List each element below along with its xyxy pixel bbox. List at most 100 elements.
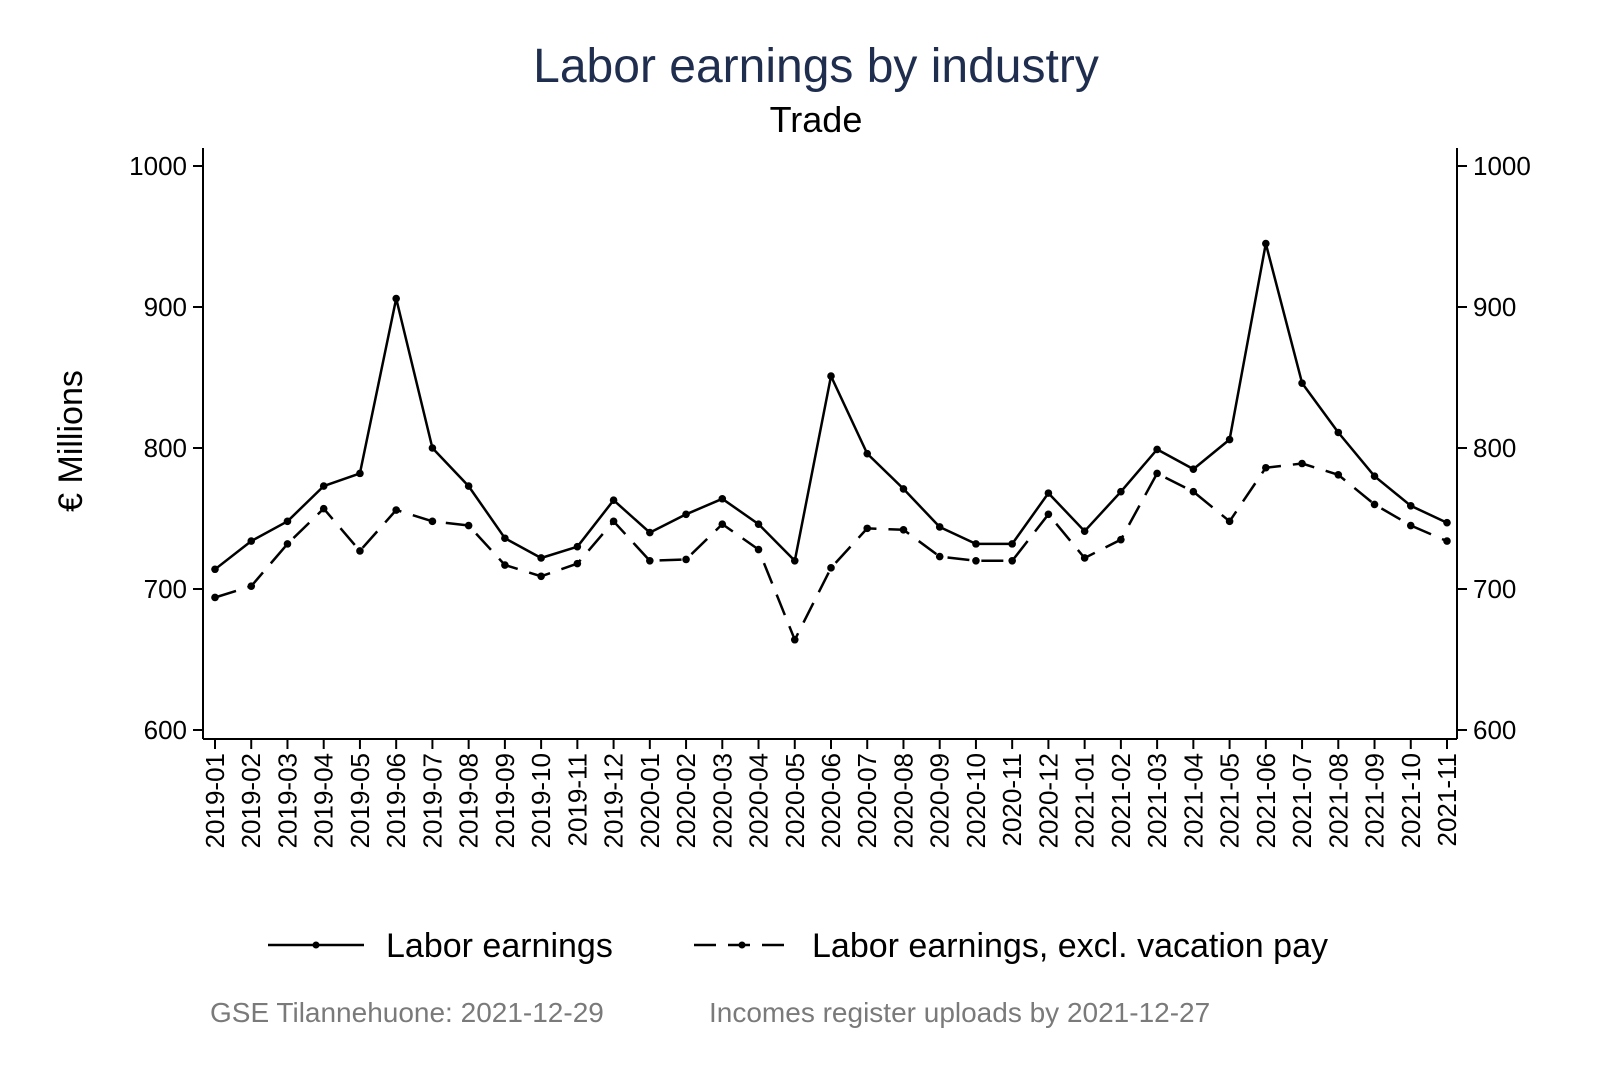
x-tick-label: 2020-02 <box>671 753 701 848</box>
x-tick-label: 2019-05 <box>345 753 375 848</box>
data-point-excl-vacation-pay <box>392 506 400 514</box>
y-tick-label-right: 900 <box>1473 292 1516 322</box>
data-point-labor-earnings <box>790 557 799 565</box>
data-point-excl-vacation-pay <box>1298 459 1306 468</box>
legend-label-excl-vacation-pay: Labor earnings, excl. vacation pay <box>812 927 1328 965</box>
x-tick-label: 2019-11 <box>562 753 592 847</box>
data-point-excl-vacation-pay <box>1406 521 1415 530</box>
data-point-labor-earnings <box>501 534 509 543</box>
x-tick-label: 2021-07 <box>1287 753 1317 848</box>
data-point-labor-earnings <box>899 485 908 493</box>
data-point-labor-earnings <box>1406 502 1415 510</box>
data-point-labor-earnings <box>464 482 473 490</box>
data-point-labor-earnings <box>1443 518 1451 527</box>
data-point-labor-earnings <box>827 372 835 380</box>
data-point-excl-vacation-pay <box>573 559 582 568</box>
legend: Labor earnings Labor earnings, excl. vac… <box>268 927 1328 965</box>
x-tick-label: 2019-02 <box>236 753 266 848</box>
data-point-labor-earnings <box>283 517 292 526</box>
data-point-labor-earnings <box>1225 435 1234 444</box>
x-tick-label: 2020-03 <box>707 753 737 848</box>
legend-marker <box>738 941 746 949</box>
data-point-labor-earnings <box>319 482 328 490</box>
legend-item-labor-earnings-excl-vacation-pay: Labor earnings, excl. vacation pay <box>694 927 1328 965</box>
x-tick-label: 2021-09 <box>1360 753 1390 848</box>
x-tick-label: 2019-03 <box>272 753 302 848</box>
x-tick-label: 2020-07 <box>852 753 882 848</box>
data-point-labor-earnings <box>573 542 582 551</box>
data-point-excl-vacation-pay <box>1044 510 1053 519</box>
data-point-labor-earnings <box>1370 472 1379 481</box>
data-point-excl-vacation-pay <box>827 564 835 572</box>
chart-title: Labor earnings by industry <box>533 40 1099 93</box>
legend-marker <box>312 941 320 949</box>
data-point-labor-earnings <box>392 294 400 303</box>
x-tick-label: 2019-04 <box>309 753 339 848</box>
data-point-excl-vacation-pay <box>1189 487 1198 496</box>
footer-upload-date: Incomes register uploads by 2021-12-27 <box>709 997 1210 1028</box>
data-point-labor-earnings <box>682 510 690 519</box>
x-tick-label: 2021-10 <box>1396 753 1426 848</box>
x-tick-label: 2020-01 <box>635 753 665 848</box>
data-point-labor-earnings <box>1189 465 1198 473</box>
data-point-excl-vacation-pay <box>935 552 944 561</box>
data-point-excl-vacation-pay <box>718 520 727 528</box>
data-point-excl-vacation-pay <box>1334 470 1343 479</box>
data-point-excl-vacation-pay <box>1080 554 1089 562</box>
x-tick-label: 2020-05 <box>780 753 810 848</box>
x-tick-label: 2020-08 <box>888 753 918 848</box>
x-tick-label: 2019-01 <box>200 753 230 848</box>
x-tick-label: 2020-10 <box>961 753 991 848</box>
x-tick-label: 2021-04 <box>1178 753 1208 848</box>
data-point-excl-vacation-pay <box>283 540 292 548</box>
data-point-excl-vacation-pay <box>1153 469 1161 478</box>
series-line-excl-vacation-pay <box>214 462 1448 642</box>
x-tick-label: 2021-01 <box>1070 753 1100 848</box>
x-tick-label: 2021-06 <box>1251 753 1281 848</box>
data-point-excl-vacation-pay <box>899 525 908 534</box>
legend-label-labor-earnings: Labor earnings <box>386 927 613 965</box>
y-tick-label-right: 700 <box>1473 574 1516 604</box>
data-point-labor-earnings <box>646 528 654 537</box>
data-point-labor-earnings <box>1008 540 1016 548</box>
data-point-excl-vacation-pay <box>247 582 256 590</box>
y-tick-label-left: 1000 <box>129 151 187 181</box>
legend-item-labor-earnings: Labor earnings <box>268 927 613 965</box>
data-point-excl-vacation-pay <box>319 504 328 513</box>
data-point-excl-vacation-pay <box>1225 517 1234 526</box>
data-point-labor-earnings <box>1044 489 1053 497</box>
data-point-labor-earnings <box>609 496 618 504</box>
chart-subtitle: Trade <box>770 99 863 140</box>
data-point-excl-vacation-pay <box>1262 463 1270 472</box>
data-point-excl-vacation-pay <box>464 521 473 530</box>
x-tick-label: 2019-12 <box>599 753 629 848</box>
data-point-excl-vacation-pay <box>972 557 980 565</box>
x-tick-label: 2020-12 <box>1033 753 1063 848</box>
x-tick-label: 2021-02 <box>1106 753 1136 848</box>
series-line-labor-earnings <box>214 242 1448 571</box>
y-tick-label-left: 600 <box>144 715 187 745</box>
data-point-excl-vacation-pay <box>646 557 654 565</box>
x-tick-label: 2020-11 <box>997 753 1027 847</box>
x-tick-label: 2020-06 <box>816 753 846 848</box>
data-point-excl-vacation-pay <box>501 561 509 569</box>
footer-source-date: GSE Tilannehuone: 2021-12-29 <box>210 997 604 1028</box>
y-tick-label-left: 700 <box>144 574 187 604</box>
y-tick-label-left: 900 <box>144 292 187 322</box>
data-point-labor-earnings <box>537 554 545 562</box>
y-axis-label: € Millions <box>52 370 90 512</box>
series-layer <box>211 239 1451 644</box>
x-tick-label: 2021-05 <box>1215 753 1245 848</box>
x-tick-label: 2019-06 <box>381 753 411 848</box>
x-tick-label: 2020-09 <box>925 753 955 848</box>
x-tick-label: 2020-04 <box>744 753 774 848</box>
data-point-excl-vacation-pay <box>1008 557 1016 565</box>
x-tick-label: 2019-08 <box>454 753 484 848</box>
data-point-excl-vacation-pay <box>1117 535 1125 544</box>
data-point-labor-earnings <box>211 565 219 574</box>
data-point-excl-vacation-pay <box>790 635 799 644</box>
data-point-labor-earnings <box>863 449 872 458</box>
data-point-excl-vacation-pay <box>682 555 690 564</box>
